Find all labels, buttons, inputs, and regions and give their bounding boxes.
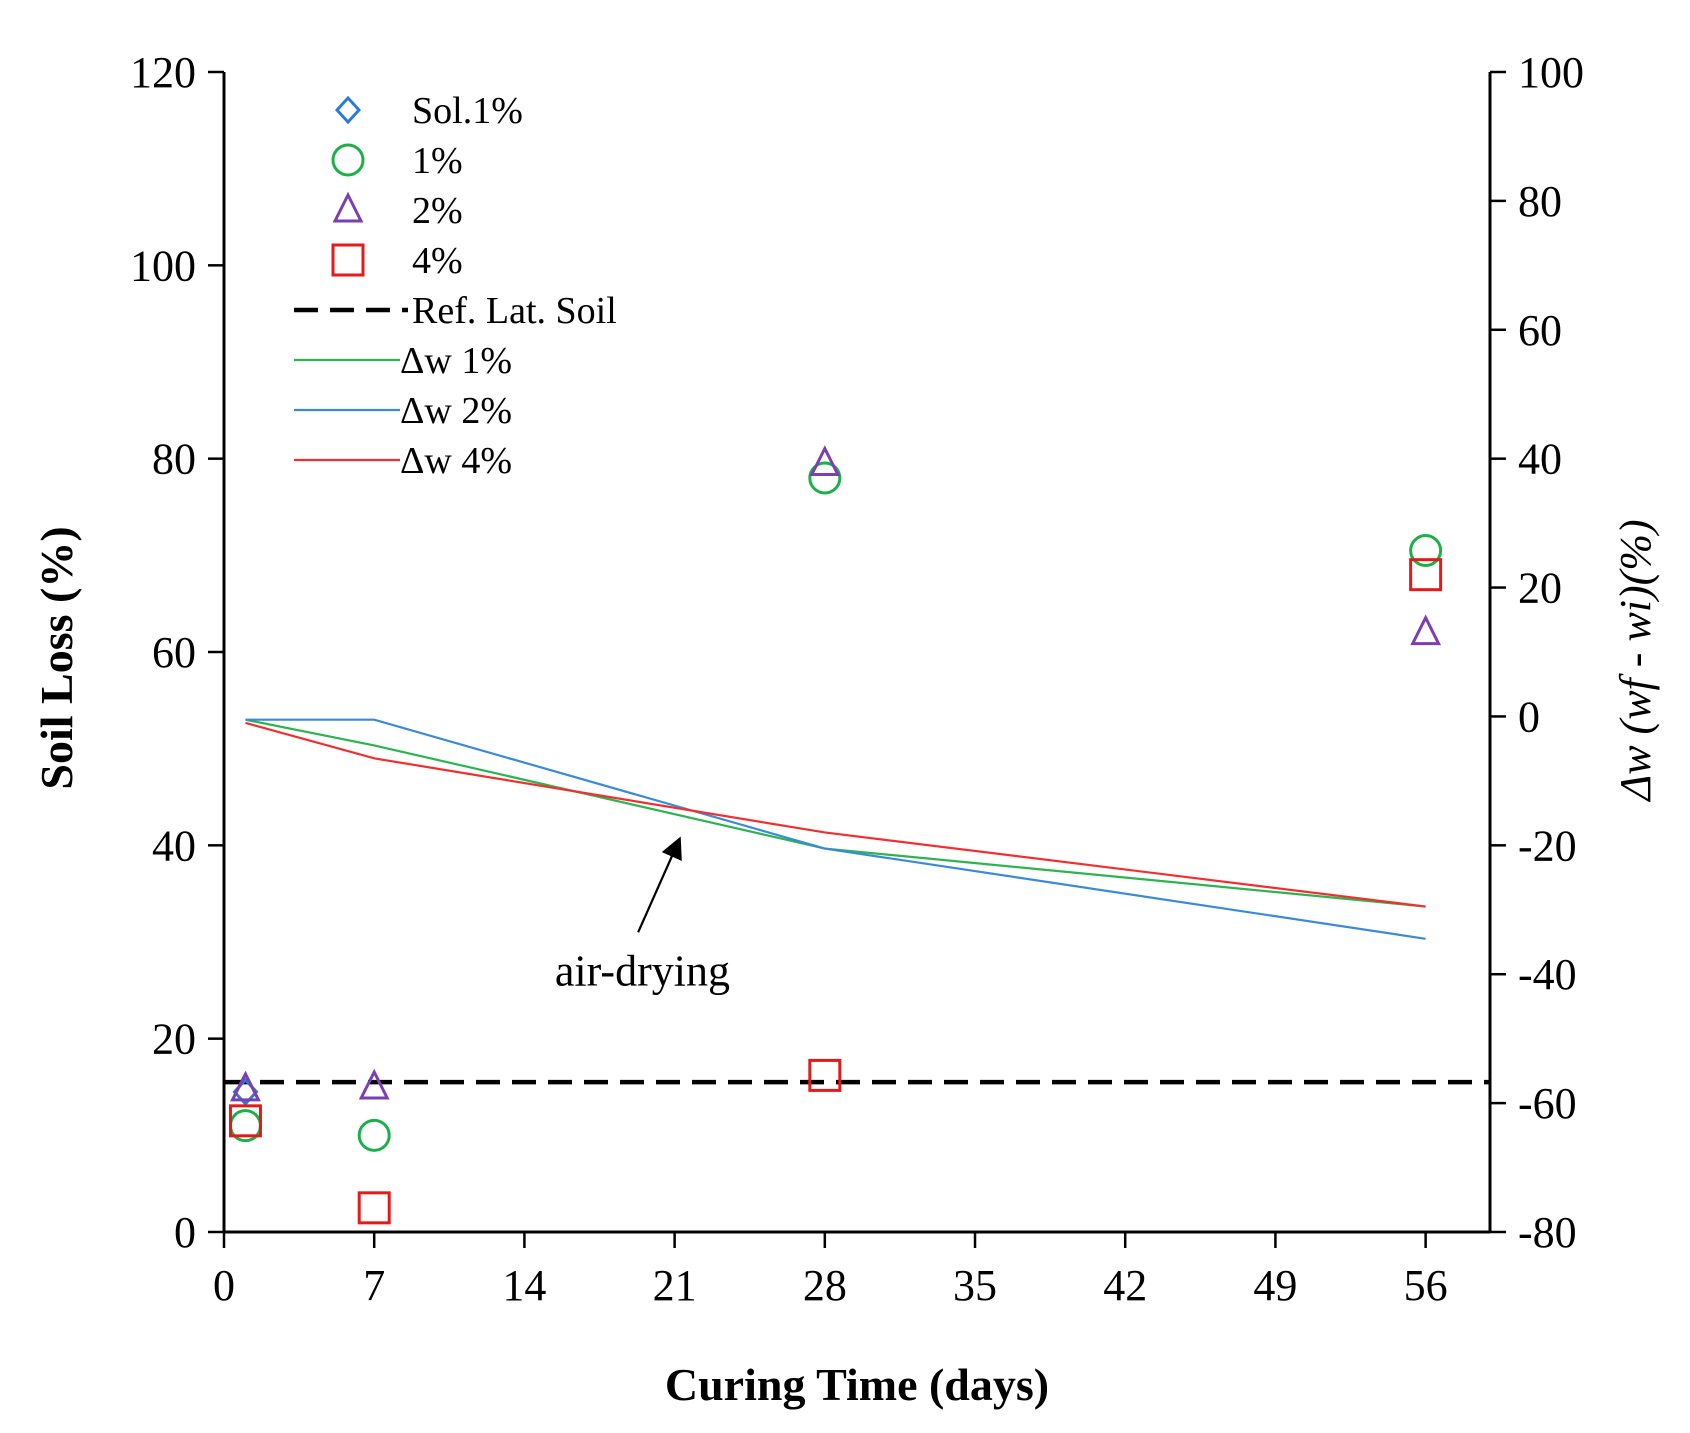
- x-tick-label: 42: [1103, 1261, 1147, 1310]
- data-point-series-4: [808, 1058, 842, 1092]
- y2-tick-label: -60: [1518, 1079, 1577, 1128]
- y2-tick-label: 60: [1518, 306, 1562, 355]
- legend-label-reference: Ref. Lat. Soil: [412, 290, 617, 332]
- y-tick-label: 60: [152, 628, 196, 677]
- y-tick-label: 100: [130, 241, 196, 290]
- lines-layer: [224, 718, 1490, 1085]
- series-line-2: [245, 718, 1426, 940]
- y2-tick-label: 0: [1518, 692, 1540, 741]
- x-tick-label: 28: [803, 1261, 847, 1310]
- y-tick-label: 80: [152, 435, 196, 484]
- x-axis-title: Curing Time (days): [665, 1359, 1049, 1410]
- legend-marker-3: [332, 191, 364, 223]
- y2-tick-label: -40: [1518, 950, 1577, 999]
- annotation-text-1: air-drying: [555, 947, 730, 996]
- x-tick-label: 14: [502, 1261, 546, 1310]
- y-tick-label: 20: [152, 1015, 196, 1064]
- y-tick-label: 40: [152, 821, 196, 870]
- x-tick-label: 0: [213, 1261, 235, 1310]
- x-tick-label: 35: [953, 1261, 997, 1310]
- legend: Sol.1% 1% 2% 4% Ref. Lat. Soil Δw 1% Δw 2% Δw 4…: [294, 90, 617, 482]
- y2-axis-title: Δw (wf - wi)(%): [1611, 519, 1660, 802]
- legend-line-label-1: Δw 1%: [400, 340, 512, 382]
- y2-tick-label: -80: [1518, 1208, 1577, 1257]
- data-point-series-4: [357, 1191, 391, 1225]
- x-tick-label: 56: [1404, 1261, 1448, 1310]
- data-point-series-3: [358, 1068, 390, 1100]
- legend-label-1: Sol.1%: [412, 90, 523, 132]
- data-point-series-4: [228, 1104, 262, 1138]
- axes-layer: 0 20 40 60 80 100 120 -80 -60 -40 -20 0 20 40 60 80 100 0…: [31, 48, 1660, 1410]
- legend-label-3: 2%: [412, 190, 463, 232]
- data-point-series-3: [230, 1070, 261, 1102]
- y2-tick-label: 80: [1518, 177, 1562, 226]
- legend-line-label-3: Δw 4%: [400, 440, 512, 482]
- x-tick-label: 49: [1253, 1261, 1297, 1310]
- legend-line-label-2: Δw 2%: [400, 390, 512, 432]
- y-axis-title: Soil Loss (%): [31, 526, 82, 789]
- data-point-series-2: [1409, 534, 1443, 567]
- data-point-series-4: [1409, 558, 1443, 592]
- legend-label-2: 1%: [412, 140, 463, 182]
- data-point-series-2: [357, 1118, 391, 1152]
- x-tick-label: 21: [653, 1261, 697, 1310]
- y-tick-label: 0: [174, 1208, 196, 1257]
- legend-label-4: 4%: [412, 240, 463, 282]
- legend-marker-2: [331, 143, 365, 177]
- y-tick-label: 120: [130, 48, 196, 97]
- series-line-3: [245, 721, 1426, 908]
- series-line-1: [245, 718, 1426, 908]
- points-layer: [228, 445, 1443, 1225]
- data-point-series-3: [1410, 614, 1442, 646]
- y2-tick-label: 40: [1518, 435, 1562, 484]
- legend-marker-4: [331, 243, 365, 277]
- legend-marker-1: [334, 95, 362, 125]
- y2-tick-label: 20: [1518, 564, 1562, 613]
- data-point-series-2: [808, 461, 842, 495]
- annotation-arrow-1: [637, 836, 682, 933]
- annotations-layer: air-drying: [555, 836, 730, 996]
- data-point-series-3: [809, 445, 841, 476]
- y2-tick-label: 100: [1518, 48, 1584, 97]
- x-tick-label: 7: [363, 1261, 385, 1310]
- y2-tick-label: -20: [1518, 821, 1577, 870]
